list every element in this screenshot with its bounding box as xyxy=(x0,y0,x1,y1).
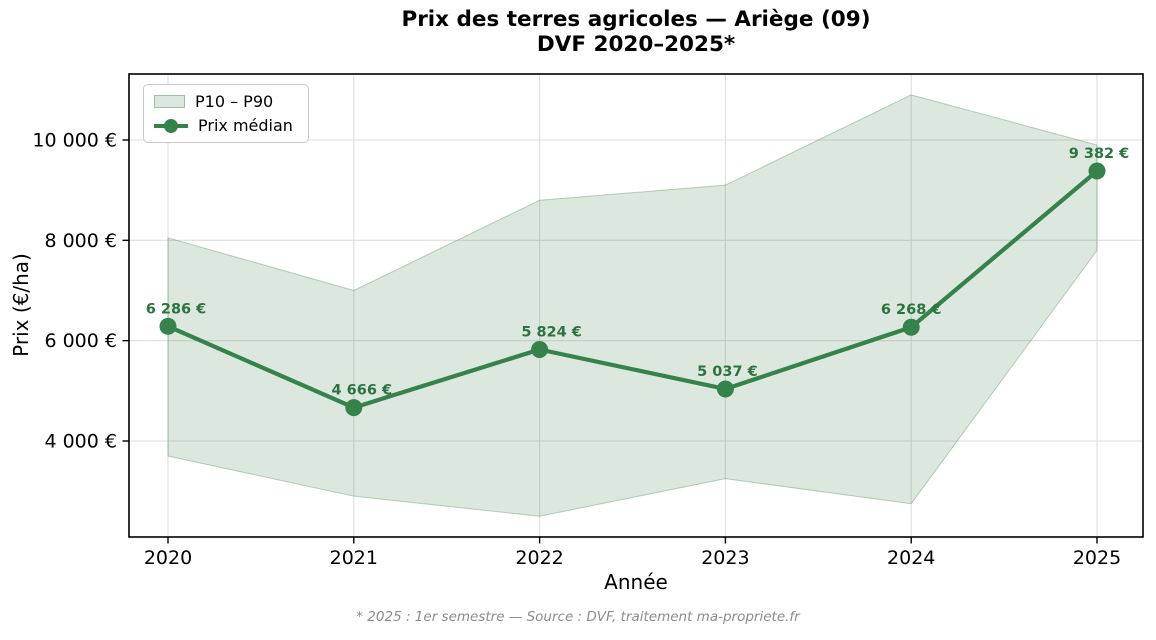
legend-item-median: Prix médian xyxy=(154,115,293,136)
data-point-2021 xyxy=(345,399,363,417)
data-label-2021: 4 666 € xyxy=(332,383,393,399)
x-axis-label: Année xyxy=(604,570,668,594)
chart-title-line2: DVF 2020–2025* xyxy=(536,31,736,57)
data-point-2022 xyxy=(531,340,549,358)
x-tick-2020: 2020 xyxy=(144,547,192,569)
axes-frame xyxy=(128,73,1144,538)
data-label-2025: 9 382 € xyxy=(1069,146,1130,162)
chart-title-line1: Prix des terres agricoles — Ariège (09) xyxy=(401,7,871,32)
y-tick-8000: 8 000 € xyxy=(44,230,117,252)
legend: P10 – P90 Prix médian xyxy=(143,84,309,143)
legend-band-label: P10 – P90 xyxy=(195,92,274,111)
y-tick-10000: 10 000 € xyxy=(32,130,117,152)
data-label-2022: 5 824 € xyxy=(521,324,582,340)
y-tick-4000: 4 000 € xyxy=(44,431,117,453)
legend-item-band: P10 – P90 xyxy=(154,91,293,112)
data-point-2020 xyxy=(159,317,177,335)
data-label-2020: 6 286 € xyxy=(146,301,207,317)
band-swatch-icon xyxy=(154,95,185,108)
data-point-2025 xyxy=(1088,162,1106,180)
y-tick-6000: 6 000 € xyxy=(44,330,117,352)
data-label-2023: 5 037 € xyxy=(697,364,758,380)
p10-p90-band xyxy=(167,94,1098,517)
median-line-swatch-icon xyxy=(154,118,188,133)
x-tick-2023: 2023 xyxy=(701,547,749,569)
x-tick-2025: 2025 xyxy=(1073,547,1121,569)
legend-median-label: Prix médian xyxy=(198,116,293,135)
source-footnote: * 2025 : 1er semestre — Source : DVF, tr… xyxy=(356,609,800,625)
data-point-2024 xyxy=(902,318,920,336)
x-tick-2024: 2024 xyxy=(887,547,935,569)
data-label-2024: 6 268 € xyxy=(881,302,942,318)
median-line xyxy=(165,168,1100,410)
x-tick-2021: 2021 xyxy=(330,547,378,569)
data-point-2023 xyxy=(716,380,734,398)
chart-title: Prix des terres agricoles — Ariège (09) … xyxy=(129,7,1143,57)
x-tick-2022: 2022 xyxy=(515,547,563,569)
y-axis-label: Prix (€/ha) xyxy=(9,253,33,357)
